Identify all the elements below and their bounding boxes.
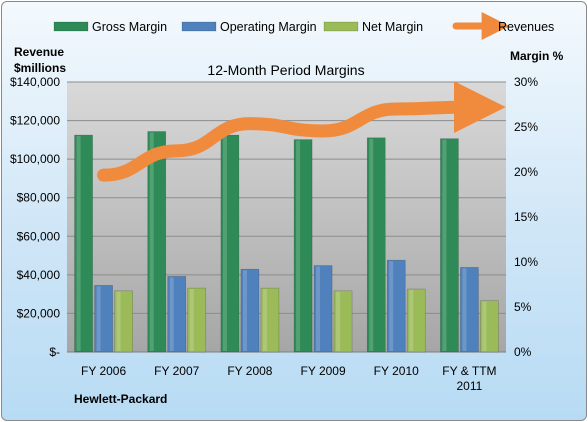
x-tick-label: FY 2006 [81, 364, 126, 378]
right-tick-label: 5% [514, 300, 532, 314]
bar-highlight [149, 132, 154, 351]
bar-highlight [369, 138, 374, 351]
bar-highlight [409, 290, 414, 351]
x-tick-label: FY 2010 [374, 364, 419, 378]
bar-highlight [189, 289, 194, 351]
right-tick-label: 10% [514, 255, 538, 269]
bar-gross-margin [74, 134, 93, 353]
bar-highlight [76, 136, 81, 351]
bar-net-margin [114, 290, 133, 353]
bar-highlight [462, 268, 467, 351]
bar-gross-margin [293, 139, 313, 353]
bar-highlight [96, 286, 101, 351]
x-tick-label: 2011 [457, 379, 483, 393]
left-tick-label: $40,000 [17, 268, 61, 282]
legend-swatch [181, 21, 217, 32]
right-tick-label: 15% [514, 210, 538, 224]
right-axis-title: Margin % [510, 49, 564, 63]
x-tick-label: FY 2007 [154, 364, 199, 378]
bar-operating-margin [386, 259, 406, 353]
bar-net-margin [480, 300, 499, 353]
right-tick-label: 30% [514, 75, 538, 89]
bar-highlight [389, 261, 394, 351]
bar-highlight [442, 139, 447, 351]
left-axis-title-line2: $millions [14, 61, 66, 75]
legend-label: Net Margin [362, 20, 423, 34]
bar-highlight [482, 301, 487, 351]
right-tick-label: 0% [514, 345, 532, 359]
legend-swatch [53, 21, 89, 32]
legend-swatch [323, 21, 359, 32]
bar-gross-margin [147, 131, 167, 353]
left-tick-label: $20,000 [17, 306, 61, 320]
left-axis-ticks: $- $20,000 $40,000 $60,000 $80,000 $100,000 $1… [10, 75, 60, 359]
bar-operating-margin [94, 285, 113, 353]
bar-net-margin [406, 288, 426, 353]
x-axis-labels: FY 2006 FY 2007 FY 2008 FY 2009 FY 2010 FY & … [81, 364, 497, 393]
bar-operating-margin [460, 267, 479, 353]
line-series [97, 81, 506, 182]
x-tick-label: FY & TTM [442, 364, 496, 378]
left-tick-label: $120,000 [10, 114, 60, 128]
x-tick-label: FY 2009 [301, 364, 346, 378]
legend-label: Revenues [498, 20, 554, 34]
gridlines [67, 81, 506, 353]
chart-legend: Gross Margin Operating Margin Net Margin Re… [53, 12, 554, 40]
right-tick-label: 25% [514, 120, 538, 134]
left-tick-label: $80,000 [17, 191, 61, 205]
right-tick-label: 20% [514, 165, 538, 179]
bar-highlight [296, 140, 301, 351]
bar-highlight [169, 277, 174, 351]
left-tick-label: $100,000 [10, 152, 60, 166]
bar-highlight [116, 291, 121, 351]
bar-highlight [222, 136, 227, 351]
bar-series [74, 131, 499, 353]
bar-operating-margin [167, 276, 187, 353]
bar-net-margin [260, 287, 280, 353]
right-axis-ticks: 0% 5% 10% 15% 20% 25% 30% [514, 75, 538, 359]
bar-operating-margin [313, 265, 333, 353]
bar-gross-margin [440, 138, 459, 353]
bar-net-margin [187, 287, 207, 353]
legend-label: Operating Margin [220, 20, 317, 34]
bar-highlight [242, 270, 247, 351]
left-tick-label: $- [49, 345, 60, 359]
bar-operating-margin [240, 268, 260, 353]
bar-gross-margin [220, 134, 240, 353]
bar-highlight [336, 291, 341, 351]
left-tick-label: $60,000 [17, 229, 61, 243]
bar-gross-margin [366, 137, 386, 353]
chart-title: 12-Month Period Margins [207, 62, 364, 78]
revenue-line [97, 81, 506, 182]
left-axis-title-line1: Revenue [14, 45, 64, 59]
company-label: Hewlett-Packard [74, 392, 167, 406]
legend-label: Gross Margin [92, 20, 167, 34]
bar-highlight [262, 289, 267, 351]
x-tick-label: FY 2008 [227, 364, 272, 378]
left-tick-label: $140,000 [10, 75, 60, 89]
bar-highlight [316, 266, 321, 351]
bar-net-margin [333, 290, 353, 353]
